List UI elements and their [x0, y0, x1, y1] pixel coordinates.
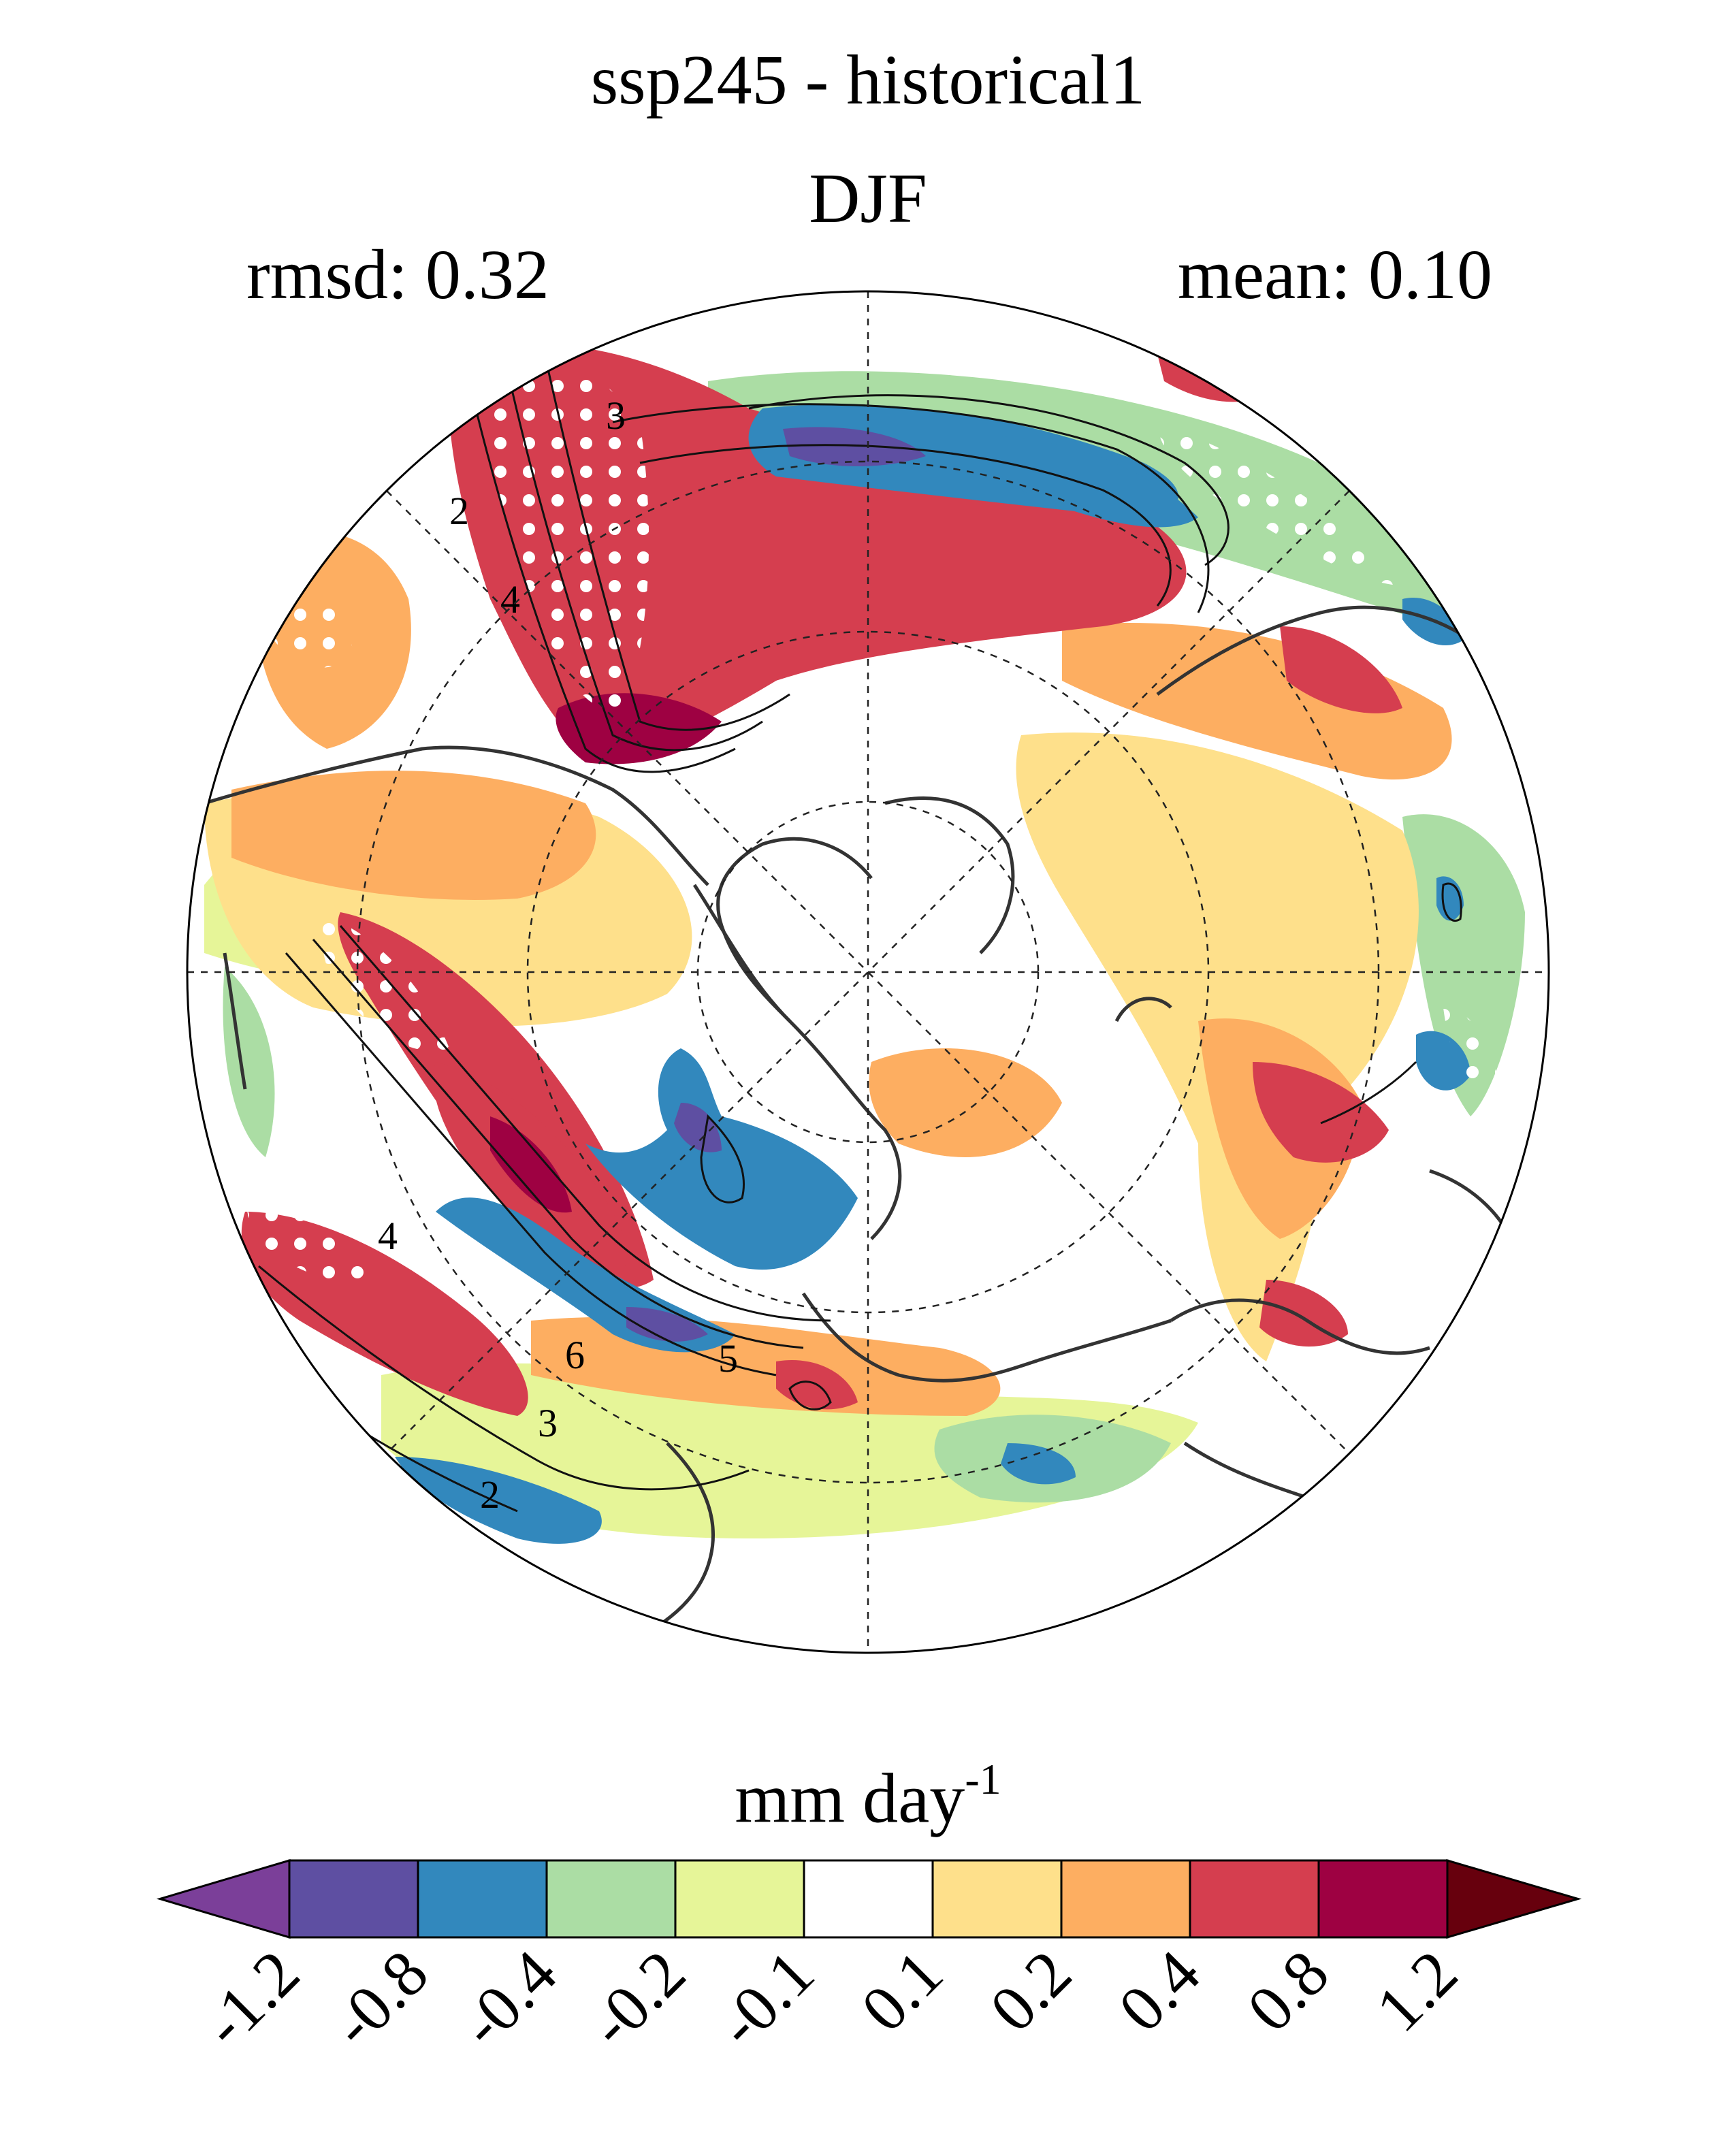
- colorbar-bin: [674, 1859, 805, 1939]
- contour-line: [339, 925, 831, 1322]
- colorbar-tick-label: -0.4: [446, 1936, 570, 2061]
- contour-line: [639, 444, 1172, 607]
- graticule: [187, 291, 1549, 1653]
- anomaly-patch: [1280, 626, 1402, 713]
- anomaly-patch: [585, 1048, 858, 1270]
- contour-line: [543, 353, 790, 731]
- coastline: [1170, 1298, 1430, 1355]
- stippling: [1157, 422, 1402, 585]
- colorbar-tick-label: 1.2: [1362, 1936, 1471, 2046]
- meridian-line: [386, 490, 1350, 1454]
- anomaly-patch: [674, 1103, 722, 1152]
- colorbar-tick-label: -0.1: [703, 1936, 828, 2061]
- colorbar-tick-label: -1.2: [189, 1936, 313, 2061]
- contour-line: [285, 952, 777, 1376]
- contour-label: 4: [500, 577, 520, 622]
- colorbar-units: mm day-1: [0, 1758, 1736, 1838]
- precip-anomaly-field: [187, 291, 1549, 1653]
- colorbar-tick-label: -0.8: [317, 1936, 442, 2061]
- contour-line: [258, 1265, 750, 1491]
- stippling: [245, 1198, 381, 1284]
- contour-line: [502, 353, 763, 752]
- colorbar-tick-label: 0.2: [976, 1936, 1085, 2046]
- meridian-line: [386, 490, 1350, 1454]
- contour-label: 4: [378, 1214, 398, 1258]
- stippling: [477, 350, 649, 711]
- anomaly-patch: [783, 427, 926, 466]
- anomaly-patch: [556, 693, 722, 764]
- units-exponent: -1: [965, 1755, 1001, 1803]
- coastline: [692, 884, 902, 1240]
- anomaly-patch: [1402, 814, 1525, 1116]
- stippling: [1443, 1007, 1498, 1092]
- anomaly-patch: [231, 771, 596, 900]
- coastlines: [204, 605, 1513, 1649]
- anomaly-patch: [1001, 1443, 1076, 1485]
- colorbar-bin: [803, 1859, 934, 1939]
- contour-labels: 2 3 4 5 6 2 3 4: [378, 393, 738, 1517]
- anomaly-patch: [1259, 1280, 1348, 1347]
- colorbar: -1.2 -0.8 -0.4 -0.2 -0.1 0.1 0.2 0.4 0.8 1.2: [156, 1858, 1582, 2061]
- contour-label: 2: [449, 489, 469, 533]
- coastline: [884, 796, 1015, 954]
- colorbar-tick-label: 0.8: [1233, 1936, 1343, 2046]
- colorbar-extend-low: [156, 1858, 291, 1939]
- colorbar-bin: [288, 1859, 419, 1939]
- contour-line: [748, 394, 1229, 566]
- contour-label: 3: [538, 1401, 558, 1445]
- contour-label: 3: [606, 393, 626, 438]
- mean-label: mean: 0.10: [1177, 236, 1492, 314]
- contour-line: [788, 1381, 832, 1410]
- contour-line: [1441, 882, 1462, 922]
- coastline: [223, 952, 247, 1090]
- colorbar-bin: [931, 1859, 1063, 1939]
- anomaly-patch: [1062, 623, 1452, 780]
- contour-line: [1320, 1061, 1417, 1125]
- colorbar-bin: [1189, 1859, 1320, 1939]
- colorbar-bin: [417, 1859, 548, 1939]
- colorbar-tick-label: -0.2: [575, 1936, 699, 2061]
- coastline: [716, 837, 873, 1022]
- coastline: [204, 745, 709, 886]
- anomaly-patch: [979, 436, 1198, 528]
- anomaly-patch: [626, 1307, 708, 1342]
- contour-line: [612, 403, 1210, 613]
- colorbar-tick-label: 0.1: [847, 1936, 957, 2046]
- mean-contours: [244, 353, 1462, 1513]
- anomaly-patch: [490, 1116, 572, 1213]
- stippling: [313, 912, 449, 1051]
- units-text: mm day: [735, 1759, 965, 1838]
- contour-label: 2: [480, 1472, 500, 1517]
- colorbar-bin: [1060, 1859, 1191, 1939]
- anomaly-patch: [869, 1048, 1062, 1157]
- colorbar-extend-high: [1446, 1858, 1582, 1939]
- season-label: DJF: [809, 159, 927, 238]
- anomaly-patch: [1253, 1062, 1389, 1163]
- contour-line: [700, 1114, 745, 1204]
- contour-label: 6: [565, 1333, 585, 1377]
- contour-line: [462, 353, 736, 773]
- figure-title: ssp245 - historical1: [590, 41, 1146, 119]
- coastline: [1114, 997, 1172, 1022]
- colorbar-tick-label: 0.4: [1104, 1936, 1214, 2046]
- contour-label: 5: [718, 1336, 738, 1381]
- coastline: [801, 1292, 1172, 1383]
- rmsd-label: rmsd: 0.32: [246, 236, 549, 314]
- map-border: [186, 290, 1550, 1654]
- anomaly-patch: [223, 967, 275, 1157]
- colorbar-bin: [1317, 1859, 1449, 1939]
- coastline: [1183, 1441, 1308, 1500]
- contour-line: [312, 939, 804, 1349]
- colorbar-bin: [545, 1859, 677, 1939]
